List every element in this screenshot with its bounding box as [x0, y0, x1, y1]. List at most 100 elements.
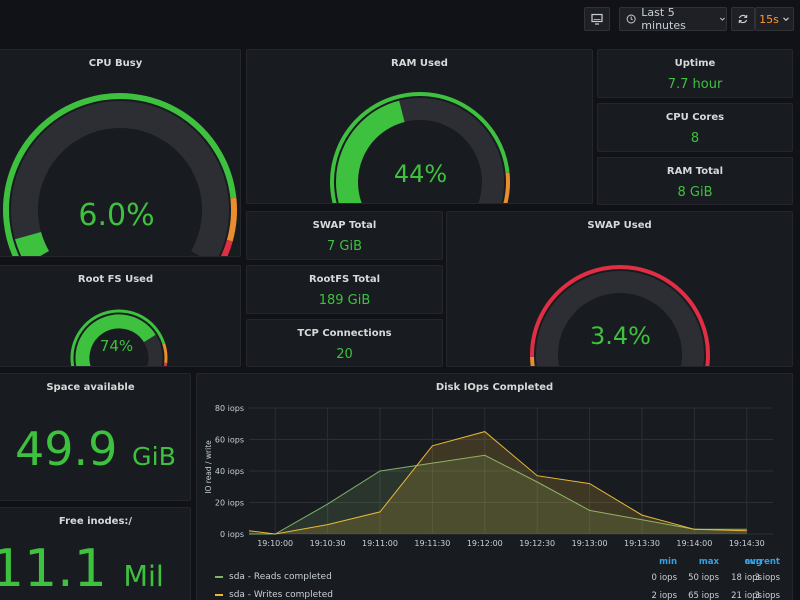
gauge-threshold-band: [163, 362, 168, 366]
swap-total-panel[interactable]: SWAP Total 7 GiB: [246, 211, 443, 260]
monitor-icon: [591, 13, 603, 25]
gauge-value: 3.4%: [590, 322, 651, 350]
legend-label: sda - Writes completed: [229, 590, 333, 600]
legend-item[interactable]: sda - Writes completed: [215, 590, 333, 600]
stat-value: 7.7 hour: [667, 77, 723, 92]
panel-title: Space available: [46, 382, 135, 393]
ram-used-panel[interactable]: RAM Used 44%: [246, 49, 593, 204]
cpu-busy-gauge: [3, 93, 237, 256]
gauge-threshold-band: [330, 92, 510, 203]
tcp-connections-panel[interactable]: TCP Connections 20: [246, 319, 443, 367]
disk-iops-panel[interactable]: Disk IOps Completed 0 iops 20 iops 40 iops…: [196, 373, 793, 600]
chart-grid: [249, 407, 773, 535]
legend-stat-current: 3 iops: [754, 573, 781, 583]
y-tick-label: 60 iops: [215, 436, 244, 445]
legend-header-avg[interactable]: avg: [744, 557, 762, 567]
gauge-dial: [3, 93, 237, 256]
legend-stat-min: 2 iops: [651, 591, 678, 600]
disk-iops-chart: 0 iops 20 iops 40 iops 60 iops 80 iops 19:10…: [204, 404, 773, 548]
y-tick-label: 40 iops: [215, 467, 244, 476]
root-fs-used-gauge: [70, 309, 168, 366]
legend-header-min[interactable]: min: [659, 557, 677, 567]
panel-title: RootFS Total: [308, 274, 381, 285]
panel-title: TCP Connections: [297, 328, 392, 339]
series-line: [248, 431, 747, 535]
panel-title: RAM Total: [666, 166, 724, 177]
stat-value: 20: [336, 347, 353, 362]
chart-legend: min max avg current sda - Reads completed 0 i…: [197, 374, 792, 600]
rootfs-total-panel[interactable]: RootFS Total 189 GiB: [246, 265, 443, 314]
stat-value: 8 GiB: [677, 185, 713, 200]
panel-title: CPU Busy: [88, 58, 143, 69]
gauge-value: 44%: [393, 160, 448, 188]
ram-used-gauge: [330, 92, 510, 203]
chevron-down-icon: [720, 17, 726, 21]
legend-header-max[interactable]: max: [698, 557, 719, 567]
uptime-panel[interactable]: Uptime 7.7 hour: [597, 49, 793, 98]
x-tick-label: 19:10:00: [257, 539, 293, 548]
legend-label: sda - Reads completed: [229, 572, 332, 582]
gauge-threshold-band: [3, 93, 237, 256]
ram-total-panel[interactable]: RAM Total 8 GiB: [597, 157, 793, 205]
panel-title: SWAP Used: [587, 220, 652, 231]
x-axis-ticks: 19:10:00 19:10:30 19:11:00 19:11:30 19:12:00…: [257, 539, 765, 548]
dashboard-toolbar: Last 5 minutes 15s: [0, 0, 800, 40]
clock-icon: [626, 14, 636, 24]
cpu-cores-panel[interactable]: CPU Cores 8: [597, 103, 793, 152]
x-tick-label: 19:12:00: [467, 539, 503, 548]
stat-value: 8: [690, 131, 700, 146]
panel-title: Disk IOps Completed: [435, 382, 554, 393]
refresh-icon: [738, 14, 748, 24]
gauge-dial: [330, 92, 510, 203]
cpu-busy-panel[interactable]: CPU Busy 6.0%: [0, 49, 241, 257]
stat-value: 7 GiB: [326, 239, 362, 254]
refresh-button[interactable]: [731, 7, 755, 31]
gauge-dial: [70, 309, 168, 366]
gauge-track: [11, 101, 229, 256]
legend-header-current[interactable]: current: [744, 557, 780, 567]
gauge-threshold-band: [530, 356, 535, 366]
chart-areas: [248, 431, 747, 535]
legend-stat-current: 3 iops: [754, 591, 781, 600]
gauge-value: 74%: [99, 337, 134, 355]
x-tick-label: 19:11:00: [362, 539, 398, 548]
gauge-fill: [75, 314, 156, 366]
chevron-down-icon: [782, 17, 789, 22]
free-inodes-panel[interactable]: Free inodes:/ 11.1 Mil: [0, 507, 191, 600]
space-available-panel[interactable]: Space available 49.9 GiB: [0, 373, 191, 501]
stat-number: 11.1: [0, 539, 107, 599]
gauge-track: [536, 271, 704, 366]
panel-title: Uptime: [674, 58, 716, 69]
time-range-label: Last 5 minutes: [641, 6, 686, 32]
x-tick-label: 19:11:30: [414, 539, 450, 548]
gauge-fill: [15, 231, 50, 256]
stat-number: 49.9: [14, 422, 118, 476]
series-line: [249, 454, 747, 535]
panel-title: Free inodes:/: [58, 516, 133, 527]
gauge-dial: [530, 265, 710, 366]
legend-item[interactable]: sda - Reads completed: [215, 572, 332, 582]
legend-swatch: [215, 576, 223, 578]
x-tick-label: 19:12:30: [519, 539, 555, 548]
y-tick-label: 0 iops: [220, 530, 244, 539]
legend-stat-min: 0 iops: [651, 573, 678, 583]
y-axis-ticks: 0 iops 20 iops 40 iops 60 iops 80 iops: [215, 404, 244, 539]
tv-mode-button[interactable]: [584, 7, 610, 31]
panel-title: CPU Cores: [665, 112, 725, 123]
legend-swatch: [215, 594, 223, 596]
series-area: [249, 431, 747, 534]
time-range-picker[interactable]: Last 5 minutes: [619, 6, 727, 32]
series-area: [249, 455, 747, 534]
legend-stat-max: 50 iops: [688, 573, 719, 583]
root-fs-used-panel[interactable]: Root FS Used 74%: [0, 265, 241, 367]
gauge-value: 6.0%: [78, 198, 155, 233]
gauge-threshold-band: [226, 197, 237, 242]
panel-title: SWAP Total: [312, 220, 377, 231]
refresh-interval-picker[interactable]: 15s: [755, 7, 794, 31]
gauge-threshold-band: [70, 309, 166, 366]
panel-title: RAM Used: [391, 58, 448, 69]
swap-used-panel[interactable]: SWAP Used 3.4%: [446, 211, 793, 367]
stat-unit: Mil: [123, 559, 164, 593]
legend-stat-max: 65 iops: [688, 591, 719, 600]
gauge-fill: [336, 100, 405, 203]
